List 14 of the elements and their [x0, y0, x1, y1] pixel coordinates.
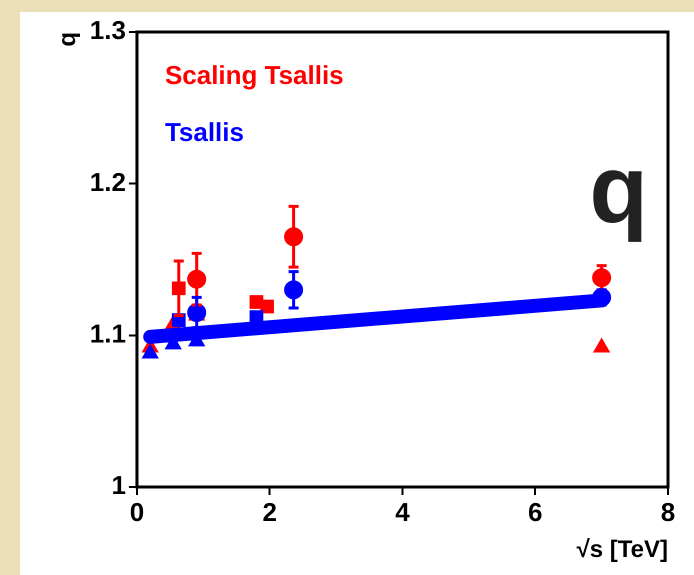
text: Scaling Tsallis — [164, 60, 344, 90]
x-tick-label: 8 — [660, 496, 676, 527]
y-tick-label: 1 — [111, 470, 126, 500]
x-axis-title: √s [TeV] — [576, 536, 668, 564]
y-tick-label: 1.2 — [90, 166, 126, 197]
x-tick-label: 0 — [130, 496, 144, 527]
y-axis-title: q — [54, 32, 82, 47]
y-tick-label: 1.3 — [90, 15, 126, 46]
annotation: q — [589, 136, 648, 243]
x-tick-label: 4 — [395, 496, 410, 527]
x-tick-label: 2 — [262, 496, 277, 527]
y-tick-label: 1.1 — [90, 318, 126, 349]
x-tick-label: 6 — [528, 496, 542, 527]
text: Tsallis — [164, 117, 244, 148]
